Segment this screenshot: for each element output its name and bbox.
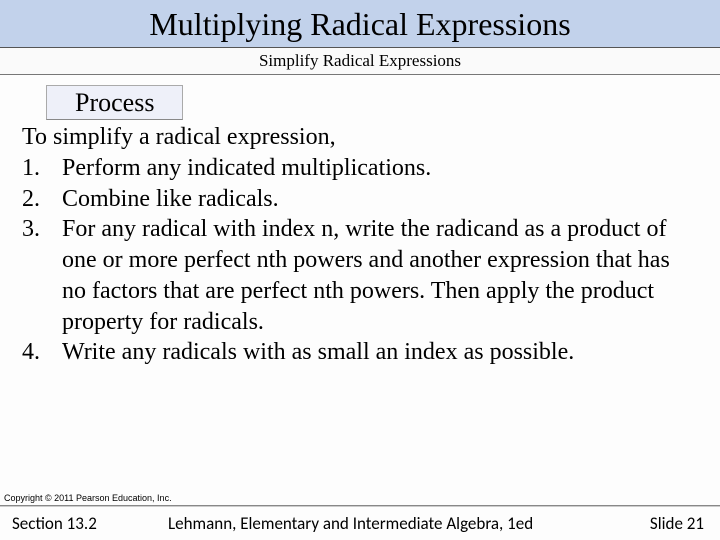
content-area: Process To simplify a radical expression… <box>0 75 720 491</box>
footer: Section 13.2 Lehmann, Elementary and Int… <box>0 506 720 540</box>
step-text: Perform any indicated multiplications. <box>62 153 698 184</box>
process-steps: 1. Perform any indicated multiplications… <box>22 153 698 368</box>
list-item: 1. Perform any indicated multiplications… <box>22 153 698 184</box>
copyright-line: Copyright © 2011 Pearson Education, Inc. <box>0 491 720 506</box>
step-number: 1. <box>22 153 62 184</box>
process-intro: To simplify a radical expression, <box>22 122 698 153</box>
page-title: Multiplying Radical Expressions <box>0 6 720 43</box>
title-bar: Multiplying Radical Expressions <box>0 0 720 48</box>
subtitle-bar: Simplify Radical Expressions <box>0 48 720 75</box>
list-item: 4. Write any radicals with as small an i… <box>22 337 698 368</box>
step-text: Combine like radicals. <box>62 184 698 215</box>
list-item: 3. For any radical with index n, write t… <box>22 214 698 337</box>
footer-slide: Slide 21 <box>620 513 720 534</box>
step-text: Write any radicals with as small an inde… <box>62 337 698 368</box>
footer-book: Lehmann, Elementary and Intermediate Alg… <box>160 513 620 534</box>
step-text: For any radical with index n, write the … <box>62 214 698 337</box>
step-number: 3. <box>22 214 62 245</box>
subtitle-text: Simplify Radical Expressions <box>259 51 461 70</box>
process-label: Process <box>46 85 183 120</box>
list-item: 2. Combine like radicals. <box>22 184 698 215</box>
step-number: 4. <box>22 337 62 368</box>
footer-section: Section 13.2 <box>0 513 160 534</box>
step-number: 2. <box>22 184 62 215</box>
